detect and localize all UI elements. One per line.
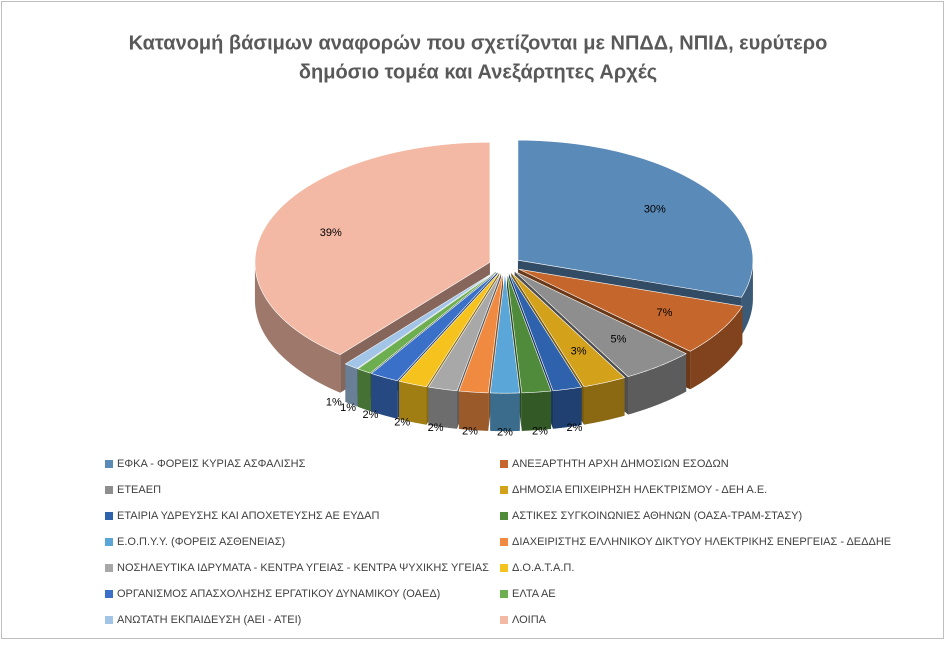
- slice-top: [370, 271, 498, 382]
- legend-label: ΑΣΤΙΚΕΣ ΣΥΓΚΟΙΝΩΝΙΕΣ ΑΘΗΝΩΝ (ΟΑΣΑ-ΤΡΑΜ-Σ…: [512, 510, 802, 522]
- legend-swatch: [105, 538, 113, 546]
- slice-wall: [399, 381, 427, 425]
- slice-top: [511, 272, 626, 387]
- legend-label: ΕΛΤΑ ΑΕ: [512, 588, 556, 600]
- slice-top: [357, 271, 497, 374]
- data-label: 2%: [532, 425, 548, 437]
- legend-swatch: [105, 616, 113, 624]
- data-label: 2%: [363, 409, 379, 421]
- legend-swatch: [500, 486, 508, 494]
- slice-wall: [371, 373, 398, 419]
- legend-swatch: [500, 564, 508, 572]
- slice-top: [517, 139, 754, 298]
- legend-swatch: [500, 460, 508, 468]
- slice-wall: [521, 390, 552, 431]
- slice-wall: [458, 390, 489, 431]
- data-label: 39%: [320, 227, 342, 239]
- legend-label: ΛΟΙΠΑ: [512, 614, 547, 626]
- data-label: 30%: [644, 203, 666, 215]
- legend-swatch: [500, 538, 508, 546]
- legend-swatch: [500, 590, 508, 598]
- data-label: 2%: [428, 422, 444, 434]
- data-label: 1%: [340, 402, 356, 414]
- legend-label: ΑΝΕΞΑΡΤΗΤΗ ΑΡΧΗ ΔΗΜΟΣΙΩΝ ΕΣΟΔΩΝ: [512, 458, 729, 470]
- slice-top: [344, 271, 496, 369]
- legend-label: ΝΟΣΗΛΕΥΤΙΚΑ ΙΔΡΥΜΑΤΑ - ΚΕΝΤΡΑ ΥΓΕΙΑΣ - Κ…: [117, 562, 489, 574]
- slice-top: [427, 272, 502, 392]
- legend-swatch: [105, 590, 113, 598]
- slice-wall: [490, 392, 520, 432]
- legend-swatch: [500, 616, 508, 624]
- legend-label: ΕΤΑΙΡΙΑ ΥΔΡΕΥΣΗΣ ΚΑΙ ΑΠΟΧΕΤΕΥΣΗΣ ΑΕ ΕΥΔΑ…: [117, 510, 379, 522]
- slice-wall: [254, 262, 341, 393]
- slice-wall: [357, 368, 371, 412]
- legend-label: ΔΗΜΟΣΙΑ ΕΠΙΧΕΙΡΗΣΗ ΗΛΕΚΤΡΙΣΜΟΥ - ΔΕΗ Α.Ε…: [512, 484, 767, 496]
- legend-swatch: [105, 512, 113, 520]
- data-label: 2%: [497, 426, 513, 438]
- legend-swatch: [105, 564, 113, 572]
- slice-top: [398, 272, 500, 388]
- slice-top: [518, 268, 743, 352]
- slice-top: [508, 272, 583, 392]
- legend-label: ΑΝΩΤΑΤΗ ΕΚΠΑΙΔΕΥΣΗ (ΑΕΙ - ΑΤΕΙ): [117, 614, 301, 626]
- slice-top: [506, 273, 552, 394]
- slice-wall: [428, 387, 457, 429]
- data-label: 5%: [611, 334, 627, 346]
- data-label: 2%: [566, 422, 582, 434]
- legend-label: ΟΡΓΑΝΙΣΜΟΣ ΑΠΑΣΧΟΛΗΣΗΣ ΕΡΓΑΤΙΚΟΥ ΔΥΝΑΜΙΚ…: [117, 588, 440, 600]
- legend-label: Δ.Ο.Α.Τ.Α.Π.: [512, 562, 574, 574]
- slice-wall: [690, 306, 743, 390]
- data-label: 3%: [571, 346, 587, 358]
- slice-top: [254, 141, 491, 356]
- slice-wall: [345, 363, 358, 407]
- slice-wall: [553, 387, 582, 429]
- data-label: 2%: [462, 425, 478, 437]
- slice-wall: [628, 353, 687, 415]
- legend-swatch: [105, 486, 113, 494]
- data-label: 2%: [394, 416, 410, 428]
- chart-title: δημόσιο τομέα και Ανεξάρτητες Αρχές: [299, 61, 657, 83]
- slice-wall: [583, 377, 625, 425]
- slice-top: [514, 271, 687, 377]
- legend-label: ΕΤΕΑΕΠ: [117, 484, 161, 496]
- legend-swatch: [500, 512, 508, 520]
- legend-label: Ε.Ο.Π.Υ.Υ. (ΦΟΡΕΙΣ ΑΣΘΕΝΕΙΑΣ): [117, 536, 285, 548]
- data-label: 1%: [326, 397, 342, 409]
- data-label: 7%: [656, 307, 672, 319]
- chart-title: Κατανομή βάσιμων αναφορών που σχετίζοντα…: [129, 32, 828, 54]
- slice-top: [458, 273, 504, 394]
- legend-label: ΕΦΚΑ - ΦΟΡΕΙΣ ΚΥΡΙΑΣ ΑΣΦΑΛΙΣΗΣ: [117, 458, 306, 470]
- slice: [489, 273, 521, 432]
- slice-top: [489, 273, 521, 394]
- legend-label: ΔΙΑΧΕΙΡΙΣΤΗΣ ΕΛΛΗΝΙΚΟΥ ΔΙΚΤΥΟΥ ΗΛΕΚΤΡΙΚΗ…: [512, 536, 891, 548]
- legend-swatch: [105, 460, 113, 468]
